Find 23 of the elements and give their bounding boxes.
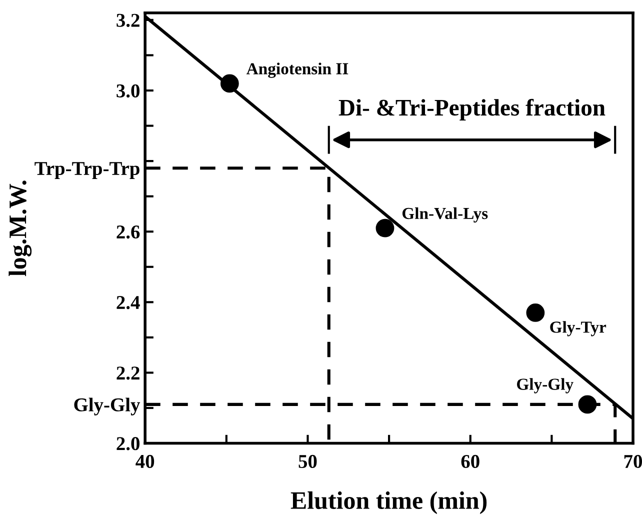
point [526,304,545,322]
x-tick-label: 40 [136,454,154,468]
y-tick-label: 3.2 [116,14,140,27]
point [376,218,394,238]
y-tick-label: Gly-Gly [74,398,140,416]
y-tick-label: 3.0 [116,84,140,98]
y-tick-label: 2.2 [116,366,140,380]
annotation: Gly-Tyr [550,321,606,336]
x-tick-label: 50 [298,454,317,468]
x-tick-label: 70 [624,454,642,468]
x-tick-label: 60 [461,454,480,468]
annotation: Gln-Val-Lys [402,207,488,223]
point [578,395,597,414]
point [220,74,239,93]
annotation: Angiotensin II [246,62,348,78]
y-tick-label: 2.6 [116,225,140,239]
y-tick-label: 2.0 [116,437,140,450]
x-axis-title: Elution time (min) [290,491,487,514]
annotation: Di- &Tri-Peptides fraction [338,98,606,120]
y-axis-title: log.M.W. [8,180,32,276]
y-tick-label: Trp-Trp-Trp [34,162,140,179]
annotation: Gly-Gly [516,378,574,394]
y-tick-label: 2.4 [116,296,140,310]
